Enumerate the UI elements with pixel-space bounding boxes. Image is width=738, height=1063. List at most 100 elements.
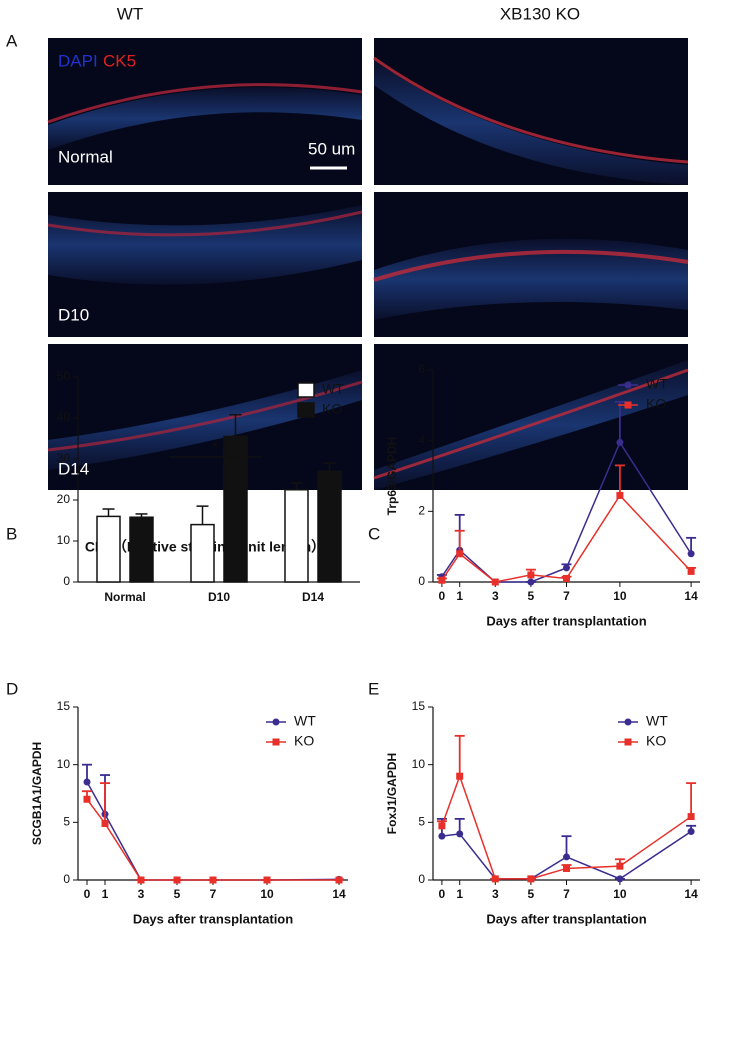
x-tick-label: 0	[84, 887, 91, 901]
marker	[527, 578, 535, 586]
x-tick-label: 7	[210, 887, 217, 901]
panel-label: D	[6, 679, 18, 698]
legend-label: WT	[294, 713, 316, 729]
legend-marker	[624, 381, 632, 389]
legend-label: WT	[646, 713, 668, 729]
y-tick-label: 40	[57, 410, 71, 424]
tissue	[374, 60, 688, 185]
marker	[491, 578, 499, 586]
x-tick-label: 7	[563, 589, 570, 603]
marker	[263, 876, 271, 884]
series-line	[86, 798, 339, 881]
y-axis-label: FoxJ1/GAPDH	[385, 753, 399, 834]
x-tick-label: 5	[528, 589, 535, 603]
x-tick-label: 5	[528, 887, 535, 901]
marker	[687, 567, 695, 575]
y-tick-label: 0	[418, 574, 425, 588]
panel-label: E	[368, 679, 379, 698]
y-tick-label: 4	[418, 433, 425, 447]
marker	[438, 822, 446, 830]
stain	[47, 210, 363, 237]
legend-marker	[624, 738, 632, 746]
bar	[190, 523, 215, 583]
x-tick-label: 1	[456, 887, 463, 901]
legend-marker	[624, 401, 632, 409]
x-tick-label: 0	[439, 589, 446, 603]
series-line	[86, 781, 340, 881]
legend-marker	[272, 718, 280, 726]
scale-bar-label: 50 um	[308, 139, 355, 158]
y-tick-label: 20	[57, 492, 71, 506]
row-label: D14	[58, 459, 89, 478]
y-tick-label: 0	[63, 574, 70, 588]
bar	[317, 470, 342, 583]
x-tick-label: 0	[439, 887, 446, 901]
y-tick-label: 15	[57, 699, 71, 713]
marker	[173, 876, 181, 884]
bar	[284, 489, 309, 583]
x-axis-label: Days after transplantation	[486, 911, 646, 926]
x-tick-label: 14	[332, 887, 346, 901]
bar	[129, 516, 154, 583]
y-tick-label: 0	[63, 872, 70, 886]
tissue	[374, 238, 688, 320]
stain	[373, 368, 689, 480]
legend-label: WT	[322, 381, 344, 397]
y-tick-label: 50	[57, 369, 71, 383]
series-line	[441, 773, 692, 880]
marker	[438, 832, 446, 840]
marker	[563, 564, 570, 572]
legend-swatch	[297, 402, 315, 418]
x-tick-label: 3	[492, 589, 499, 603]
panel-label: B	[6, 524, 17, 543]
column-header: XB130 KO	[500, 4, 580, 23]
tissue	[48, 87, 362, 150]
marker	[83, 778, 91, 786]
micrographs	[47, 38, 689, 490]
column-header: WT	[117, 4, 143, 23]
y-tick-label: 5	[63, 815, 70, 829]
legend-label: KO	[646, 733, 666, 749]
marker	[456, 830, 464, 838]
y-tick-label: 10	[412, 757, 426, 771]
marker	[616, 438, 624, 446]
x-tick-label: 14	[684, 589, 698, 603]
x-tick-label: 1	[456, 589, 463, 603]
marker	[563, 574, 570, 582]
y-tick-label: 5	[418, 815, 425, 829]
row-label: D10	[58, 305, 89, 324]
tissue	[48, 205, 362, 285]
y-tick-label: 0	[418, 872, 425, 886]
stain	[47, 380, 363, 452]
x-tick-label: Normal	[104, 590, 145, 604]
legend-swatch	[297, 382, 315, 398]
marker	[456, 550, 464, 558]
x-tick-label: 3	[138, 887, 145, 901]
y-tick-label: 10	[57, 533, 71, 547]
x-tick-label: 10	[613, 589, 627, 603]
y-tick-label: 30	[57, 451, 71, 465]
x-tick-label: 7	[563, 887, 570, 901]
y-tick-label: 6	[418, 362, 425, 376]
x-axis-label: Days after transplantation	[133, 911, 293, 926]
marker	[616, 491, 624, 499]
stain-label: DAPI	[58, 51, 98, 70]
marker	[83, 795, 91, 803]
y-tick-label: 10	[57, 757, 71, 771]
y-axis-label: Trp63/GAPDH	[385, 437, 399, 516]
stain	[373, 56, 689, 164]
y-tick-label: 15	[412, 699, 426, 713]
significance-label: *	[212, 440, 218, 457]
x-tick-label: 3	[492, 887, 499, 901]
x-tick-label: 5	[174, 887, 181, 901]
legend-label: KO	[322, 401, 342, 417]
stain	[373, 249, 689, 282]
x-tick-label: 10	[613, 887, 627, 901]
panel-label: C	[368, 524, 380, 543]
bar	[96, 515, 121, 583]
marker	[527, 875, 535, 883]
legend-label: KO	[294, 733, 314, 749]
marker	[616, 875, 624, 883]
legend-marker	[272, 738, 280, 746]
